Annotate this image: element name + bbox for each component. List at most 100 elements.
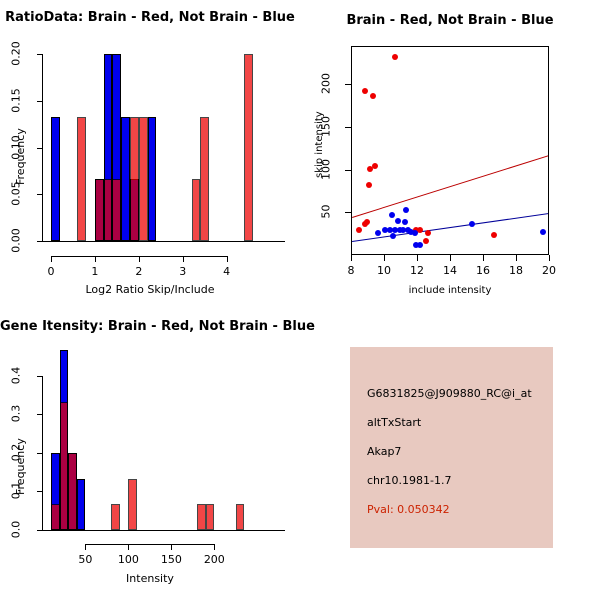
x-tick-mark: [128, 544, 130, 550]
gene-info-panel: G6831825@J909880_RC@i_at altTxStart Akap7 c…: [300, 300, 600, 600]
y-tick-mark: [345, 169, 351, 171]
x-tick-label: 16: [476, 264, 490, 277]
histogram-bar: [200, 116, 210, 241]
x-tick-mark: [51, 256, 52, 262]
y-tick-label: 200: [319, 73, 333, 95]
scatter-point: [396, 226, 403, 233]
scatter-point: [395, 218, 402, 225]
scatter-point: [388, 212, 395, 219]
scatter-point: [367, 165, 374, 172]
histogram-bar: [138, 116, 148, 241]
x-tick-mark: [94, 256, 96, 262]
x-tick-mark: [214, 544, 216, 550]
histogram-bar: [130, 116, 139, 241]
ratio-histogram-plot: 0.00 0.05 0.10 0.15 0.20 0 1 2 3 4: [10, 42, 285, 278]
y-tick-label: 0.10: [9, 134, 23, 160]
x-tick-label: 200: [203, 553, 225, 566]
scatter-point: [370, 92, 377, 99]
x-tick-label: 12: [410, 264, 424, 277]
x-tick-mark: [226, 256, 228, 262]
intensity-scatter-xlabel: include intensity: [408, 285, 492, 296]
scatter-point: [372, 163, 379, 170]
histogram-bar: [128, 478, 137, 530]
y-tick-mark: [37, 54, 43, 56]
histogram-bar: [51, 504, 60, 530]
ratio-histogram-xlabel: Log2 Ratio Skip/Include: [85, 283, 215, 296]
gene-intensity-histogram-panel: Gene Itensity: Brain - Red, Not Brain - …: [0, 300, 315, 600]
x-tick-mark: [384, 255, 385, 261]
x-tick-label: 2: [135, 265, 143, 278]
y-tick-label: 0.15: [9, 88, 23, 113]
scatter-point: [391, 227, 398, 234]
x-tick-mark: [182, 256, 184, 262]
scatter-point: [408, 229, 415, 236]
histogram-bar: [112, 178, 122, 241]
x-tick-label: 4: [223, 265, 231, 278]
scatter-point: [540, 229, 547, 236]
gene-info-box: G6831825@J909880_RC@i_at altTxStart Akap7 c…: [350, 347, 553, 548]
y-tick-label: 100: [319, 158, 333, 180]
scatter-point: [403, 206, 410, 213]
y-tick-mark: [37, 241, 43, 242]
histogram-bar: [51, 116, 60, 241]
intensity-scatter-plot: 8 10 12 14 16 18 20 50 100 150 200: [320, 46, 556, 277]
y-tick-label: 0.0: [9, 520, 23, 539]
x-tick-label: 3: [179, 265, 187, 278]
info-line-locus: chr10.1981-1.7: [367, 474, 452, 487]
histogram-bar: [59, 401, 69, 530]
x-tick-label: 14: [443, 264, 457, 277]
x-tick-mark: [417, 255, 418, 261]
scatter-point: [469, 221, 476, 228]
y-tick-mark: [37, 375, 43, 377]
histogram-bar: [68, 452, 77, 530]
histogram-bar: [111, 504, 120, 530]
x-tick-mark: [138, 256, 140, 262]
histogram-bar: [147, 116, 157, 241]
y-tick-label: 0.20: [9, 41, 23, 67]
y-tick-label: 50: [319, 204, 333, 219]
y-tick-mark: [37, 147, 43, 149]
x-axis-line: [85, 544, 215, 545]
y-tick-label: 0.2: [9, 443, 23, 462]
histogram-bar: [244, 54, 253, 241]
y-tick-mark: [37, 452, 43, 454]
scatter-point: [362, 88, 369, 95]
y-tick-mark: [37, 101, 43, 102]
x-tick-label: 50: [78, 553, 93, 566]
scatter-point: [413, 226, 420, 233]
x-tick-label: 1: [91, 265, 99, 278]
x-tick-label: 18: [509, 264, 523, 277]
scatter-point: [490, 231, 497, 238]
y-tick-mark: [345, 127, 351, 129]
x-axis-baseline: [43, 241, 285, 242]
scatter-point: [355, 227, 362, 234]
y-tick-label: 0.00: [9, 228, 23, 253]
x-tick-mark: [549, 255, 550, 261]
x-tick-label: 8: [347, 264, 355, 277]
x-tick-mark: [85, 544, 87, 550]
y-tick-label: 150: [319, 116, 333, 138]
y-tick-label: 0.05: [9, 181, 23, 207]
histogram-bar: [235, 504, 245, 530]
histogram-bar: [205, 504, 215, 530]
scatter-plot-box: [351, 46, 549, 255]
gene-intensity-histogram-title: Gene Itensity: Brain - Red, Not Brain - …: [0, 319, 315, 334]
y-tick-mark: [37, 530, 43, 531]
scatter-point: [423, 237, 430, 244]
x-axis-baseline: [43, 530, 285, 531]
histogram-bar: [94, 178, 104, 241]
x-tick-mark: [450, 255, 451, 261]
y-tick-label: 0.3: [9, 405, 23, 423]
info-line-pvalue: Pval: 0.050342: [367, 503, 450, 516]
histogram-bar: [197, 504, 206, 530]
y-tick-mark: [37, 194, 43, 196]
histogram-bar: [191, 178, 201, 241]
regression-line: [352, 212, 548, 242]
y-tick-mark: [345, 84, 351, 86]
info-line-event-type: altTxStart: [367, 416, 422, 429]
scatter-point: [391, 54, 398, 61]
histogram-bar: [76, 478, 86, 530]
histogram-bar: [103, 178, 113, 241]
scatter-point: [375, 229, 382, 236]
scatter-point: [365, 182, 372, 189]
